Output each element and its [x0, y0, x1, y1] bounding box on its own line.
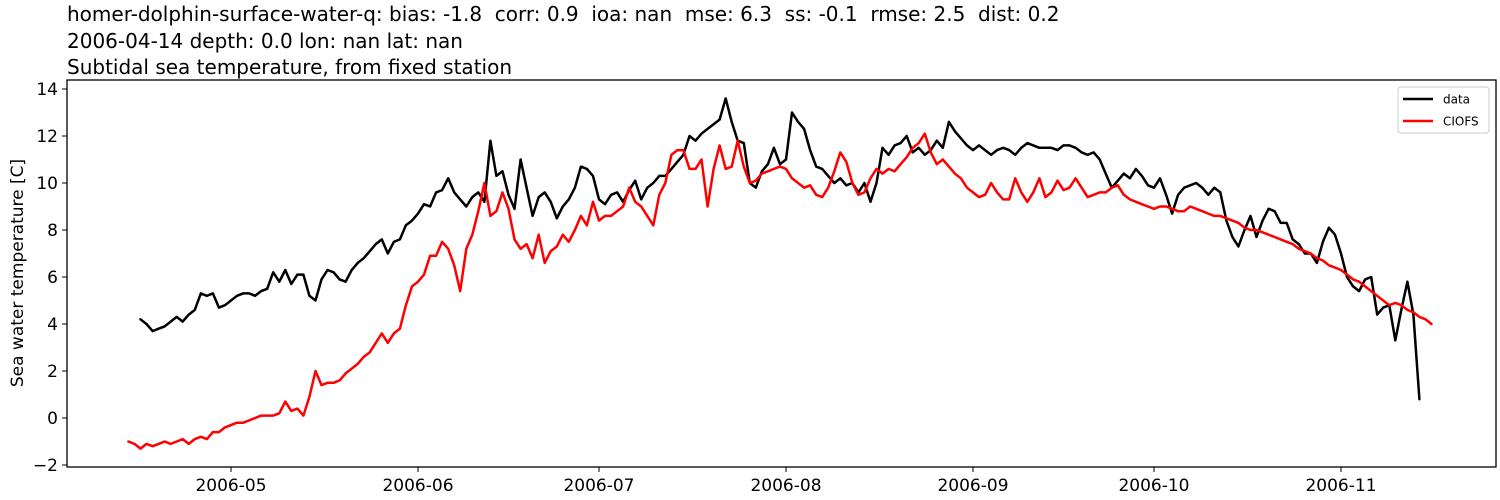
series-line-ciofs: [127, 132, 1433, 450]
chart-title-station-info: 2006-04-14 depth: 0.0 lon: nan lat: nan: [67, 29, 463, 53]
chart-title-description: Subtidal sea temperature, from fixed sta…: [67, 55, 512, 79]
plot-frame: [66, 79, 1497, 468]
y-tick-label: 12: [36, 127, 58, 147]
x-tick-label: 2006-10: [1118, 476, 1189, 496]
legend-label-ciofs: CIOFS: [1443, 115, 1479, 129]
y-tick-label: 6: [47, 268, 58, 288]
legend-label-data: data: [1443, 93, 1470, 107]
x-tick-label: 2006-09: [937, 476, 1008, 496]
y-tick-label: 2: [47, 362, 58, 382]
x-tick-label: 2006-07: [563, 476, 634, 496]
y-axis: −2 0 2 4 6 8 10 12 14: [33, 80, 67, 476]
y-tick-label: 4: [47, 315, 58, 335]
y-axis-label: Sea water temperature [C]: [8, 159, 28, 387]
x-tick-label: 2006-08: [750, 476, 821, 496]
y-tick-label: 8: [47, 221, 58, 241]
y-tick-label: 0: [47, 409, 58, 429]
x-tick-label: 2006-11: [1305, 476, 1376, 496]
plot-lines: [127, 97, 1433, 450]
x-tick-label: 2006-06: [382, 476, 453, 496]
legend: data CIOFS: [1397, 86, 1490, 134]
y-tick-label: 10: [36, 174, 58, 194]
x-tick-label: 2006-05: [195, 476, 266, 496]
chart-title-metrics: homer-dolphin-surface-water-q: bias: -1.…: [67, 2, 1060, 26]
y-tick-label: 14: [36, 80, 58, 100]
series-line-data: [139, 97, 1421, 401]
y-tick-label: −2: [33, 456, 58, 476]
x-axis: 2006-05 2006-06 2006-07 2006-08 2006-09 2006-…: [195, 467, 1377, 496]
